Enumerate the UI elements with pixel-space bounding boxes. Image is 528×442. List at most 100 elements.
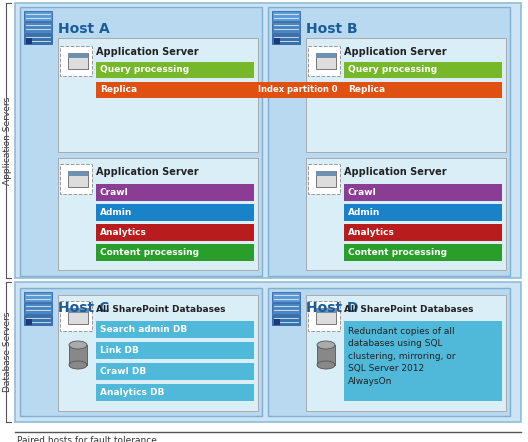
Ellipse shape [317, 361, 335, 369]
Bar [344, 321, 502, 401]
Text: Query processing: Query processing [100, 65, 189, 75]
Ellipse shape [69, 341, 87, 349]
Bar [274, 319, 280, 325]
Bar [272, 292, 300, 302]
Bar [96, 244, 254, 261]
Bar [308, 164, 340, 194]
Text: Content processing: Content processing [100, 248, 199, 257]
Text: Host A: Host A [58, 22, 110, 36]
Text: Search admin DB: Search admin DB [100, 325, 187, 334]
Bar [308, 46, 340, 76]
Bar [344, 204, 502, 221]
Bar [316, 53, 336, 58]
Bar [26, 38, 32, 44]
Bar [316, 53, 336, 69]
Text: Application Server: Application Server [344, 167, 447, 177]
Bar [96, 342, 254, 359]
Text: Application Server: Application Server [96, 167, 199, 177]
Bar [344, 224, 502, 241]
Bar [68, 171, 88, 176]
Bar [96, 321, 254, 338]
Bar [274, 38, 280, 44]
Bar [60, 301, 92, 331]
Bar [96, 82, 254, 98]
Bar [68, 53, 88, 69]
Text: Analytics: Analytics [348, 228, 395, 237]
Bar [268, 288, 510, 416]
Bar [308, 301, 340, 331]
Bar [60, 46, 92, 76]
Bar [24, 11, 52, 21]
Text: Analytics: Analytics [100, 228, 147, 237]
Text: Link DB: Link DB [100, 346, 139, 355]
Text: Redundant copies of all
databases using SQL
clustering, mirroring, or
SQL Server: Redundant copies of all databases using … [348, 327, 456, 386]
Text: Analytics DB: Analytics DB [100, 388, 164, 397]
Bar [96, 363, 254, 380]
Bar [316, 308, 336, 324]
Ellipse shape [317, 341, 335, 349]
Bar [15, 282, 521, 422]
Bar [24, 303, 52, 314]
Text: All SharePoint Databases: All SharePoint Databases [344, 305, 474, 313]
Text: Application Servers: Application Servers [4, 96, 13, 185]
Bar [316, 171, 336, 187]
Bar [68, 308, 88, 324]
Bar [58, 295, 258, 411]
Bar [68, 171, 88, 187]
Text: Crawl DB: Crawl DB [100, 367, 146, 376]
Bar [272, 303, 300, 314]
Bar [24, 34, 52, 44]
Bar [96, 384, 254, 401]
Bar [24, 315, 52, 325]
Bar [24, 292, 52, 302]
Bar [344, 62, 502, 78]
Text: Admin: Admin [100, 208, 133, 217]
Text: Database Servers: Database Servers [4, 312, 13, 392]
Text: Admin: Admin [348, 208, 380, 217]
Bar [58, 158, 258, 270]
Bar [272, 23, 300, 33]
Bar [268, 7, 510, 276]
Text: Content processing: Content processing [348, 248, 447, 257]
Bar [272, 34, 300, 44]
Bar [96, 62, 254, 78]
Bar [344, 244, 502, 261]
Text: Paired hosts for fault tolerance: Paired hosts for fault tolerance [17, 436, 157, 442]
Bar [317, 345, 335, 365]
Text: Host D: Host D [306, 301, 359, 315]
Text: Replica: Replica [348, 85, 385, 95]
Bar [96, 204, 254, 221]
Text: Crawl: Crawl [100, 188, 129, 197]
Bar [96, 224, 254, 241]
Bar [24, 23, 52, 33]
Text: Replica: Replica [100, 85, 137, 95]
Text: Host C: Host C [58, 301, 109, 315]
Text: Query processing: Query processing [348, 65, 437, 75]
Bar [20, 288, 262, 416]
Bar [60, 164, 92, 194]
Bar [20, 7, 262, 276]
Bar [68, 308, 88, 313]
Bar [306, 295, 506, 411]
Text: Index partition 0: Index partition 0 [258, 85, 337, 95]
Bar [26, 319, 32, 325]
Bar [69, 345, 87, 365]
Bar [96, 184, 254, 201]
Bar [58, 38, 258, 152]
Text: Host B: Host B [306, 22, 357, 36]
Text: Application Server: Application Server [344, 47, 447, 57]
Bar [344, 82, 502, 98]
Bar [344, 184, 502, 201]
Bar [306, 158, 506, 270]
Bar [316, 171, 336, 176]
Bar [306, 38, 506, 152]
Bar [15, 3, 521, 278]
Bar [272, 11, 300, 21]
Text: Application Server: Application Server [96, 47, 199, 57]
Bar [254, 82, 344, 98]
Text: All SharePoint Databases: All SharePoint Databases [96, 305, 225, 313]
Bar [68, 53, 88, 58]
Bar [272, 315, 300, 325]
Text: Crawl: Crawl [348, 188, 377, 197]
Ellipse shape [69, 361, 87, 369]
